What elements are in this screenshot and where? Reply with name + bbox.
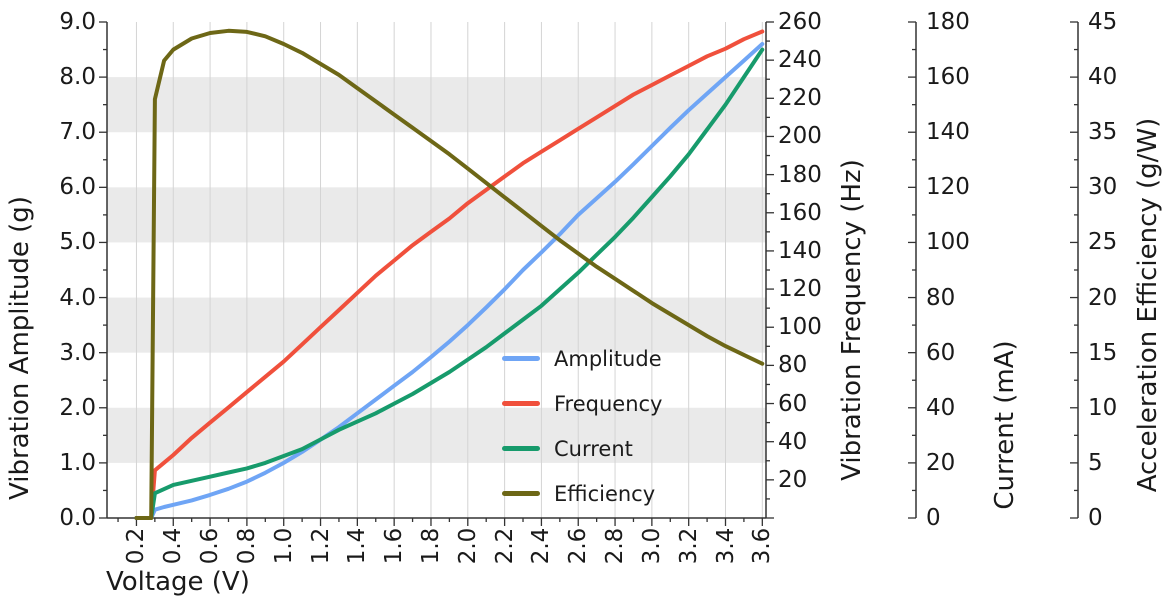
x-axis-tick-label: 3.0 — [638, 527, 665, 565]
amplitude-tick-label: 0.0 — [59, 505, 96, 531]
amplitude-tick-label: 3.0 — [59, 339, 96, 366]
current-tick-label: 0 — [926, 505, 941, 531]
efficiency-tick-label: 20 — [1088, 284, 1118, 311]
frequency-tick-label: 200 — [778, 123, 822, 150]
x-axis-title: Voltage (V) — [106, 567, 250, 597]
x-axis-tick-label: 2.6 — [565, 527, 592, 565]
x-axis-tick-label: 1.2 — [307, 527, 334, 565]
amplitude-tick-label: 1.0 — [59, 449, 96, 476]
legend-label: Frequency — [554, 391, 663, 416]
legend-swatch-frequency — [502, 401, 540, 406]
plot-stripe — [107, 297, 766, 353]
efficiency-tick-label: 45 — [1088, 9, 1118, 35]
frequency-tick-label: 60 — [778, 390, 808, 417]
current-tick-label: 60 — [926, 339, 956, 366]
current-tick-label: 80 — [926, 284, 956, 311]
current-tick-label: 20 — [926, 449, 956, 476]
frequency-tick-label: 180 — [778, 161, 822, 188]
frequency-tick-label: 160 — [778, 199, 822, 226]
x-axis-tick-label: 2.4 — [528, 527, 555, 565]
frequency-axis-title: Vibration Frequency (Hz) — [837, 159, 867, 481]
efficiency-tick-label: 10 — [1088, 394, 1118, 421]
x-axis-tick-label: 3.4 — [712, 527, 739, 565]
x-axis-tick-label: 3.6 — [749, 527, 776, 565]
plot-stripe — [107, 77, 766, 133]
amplitude-tick-label: 4.0 — [59, 284, 96, 311]
frequency-tick-label: 120 — [778, 276, 822, 303]
current-tick-label: 120 — [926, 174, 970, 201]
frequency-tick-label: 20 — [778, 466, 808, 493]
x-axis-tick-label: 2.0 — [454, 527, 481, 565]
efficiency-tick-label: 5 — [1088, 449, 1103, 476]
x-axis-tick-label: 1.4 — [344, 527, 371, 565]
efficiency-tick-label: 15 — [1088, 339, 1118, 366]
series-current — [134, 47, 765, 520]
efficiency-tick-label: 35 — [1088, 119, 1118, 146]
legend-item-frequency: Frequency — [502, 381, 663, 426]
legend-label: Amplitude — [554, 346, 662, 371]
series-frequency — [134, 29, 765, 520]
current-axis-title: Current (mA) — [990, 340, 1020, 510]
x-axis-tick-label: 0.4 — [160, 527, 187, 565]
efficiency-tick-label: 25 — [1088, 229, 1118, 256]
legend-swatch-amplitude — [502, 356, 540, 361]
x-axis-tick-label: 3.2 — [675, 527, 702, 565]
current-tick-label: 40 — [926, 394, 956, 421]
amplitude-tick-label: 6.0 — [59, 174, 96, 201]
x-axis-tick-label: 0.6 — [197, 527, 224, 565]
amplitude-tick-label: 5.0 — [59, 229, 96, 256]
current-tick-label: 160 — [926, 64, 970, 91]
legend-item-amplitude: Amplitude — [502, 336, 663, 381]
legend-swatch-current — [502, 446, 540, 451]
frequency-tick-label: 260 — [778, 9, 822, 35]
legend: Amplitude Frequency Current Efficiency — [502, 336, 663, 516]
frequency-tick-label: 240 — [778, 47, 822, 74]
efficiency-axis-title: Acceleration Efficiency (g/W) — [1133, 117, 1163, 493]
plot-stripe — [107, 407, 766, 463]
x-axis-tick-label: 0.8 — [233, 527, 260, 565]
efficiency-tick-label: 0 — [1088, 505, 1103, 531]
amplitude-tick-label: 7.0 — [59, 119, 96, 146]
series-efficiency — [134, 28, 765, 520]
current-tick-label: 100 — [926, 229, 970, 256]
x-axis-tick-label: 1.0 — [270, 527, 297, 565]
current-tick-label: 140 — [926, 119, 970, 146]
frequency-tick-label: 40 — [778, 428, 808, 455]
amplitude-tick-label: 2.0 — [59, 394, 96, 421]
x-axis-tick-label: 1.6 — [381, 527, 408, 565]
legend-item-current: Current — [502, 426, 663, 471]
legend-item-efficiency: Efficiency — [502, 471, 663, 516]
x-axis-tick-label: 2.2 — [491, 527, 518, 565]
amplitude-axis-title: Vibration Amplitude (g) — [5, 196, 35, 500]
legend-label: Efficiency — [554, 481, 656, 506]
x-axis-tick-label: 1.8 — [417, 527, 444, 565]
frequency-tick-label: 220 — [778, 85, 822, 112]
frequency-tick-label: 80 — [778, 352, 808, 379]
current-tick-label: 180 — [926, 9, 970, 35]
series-amplitude — [134, 42, 765, 520]
legend-swatch-efficiency — [502, 491, 540, 496]
frequency-tick-label: 140 — [778, 237, 822, 264]
x-axis-tick-label: 2.8 — [602, 527, 629, 565]
amplitude-tick-label: 9.0 — [59, 9, 96, 35]
amplitude-tick-label: 8.0 — [59, 64, 96, 91]
efficiency-tick-label: 40 — [1088, 64, 1118, 91]
efficiency-tick-label: 30 — [1088, 174, 1118, 201]
x-axis-tick-label: 0.2 — [123, 527, 150, 565]
plot-stripe — [107, 187, 766, 243]
legend-label: Current — [554, 436, 633, 461]
frequency-tick-label: 100 — [778, 314, 822, 341]
